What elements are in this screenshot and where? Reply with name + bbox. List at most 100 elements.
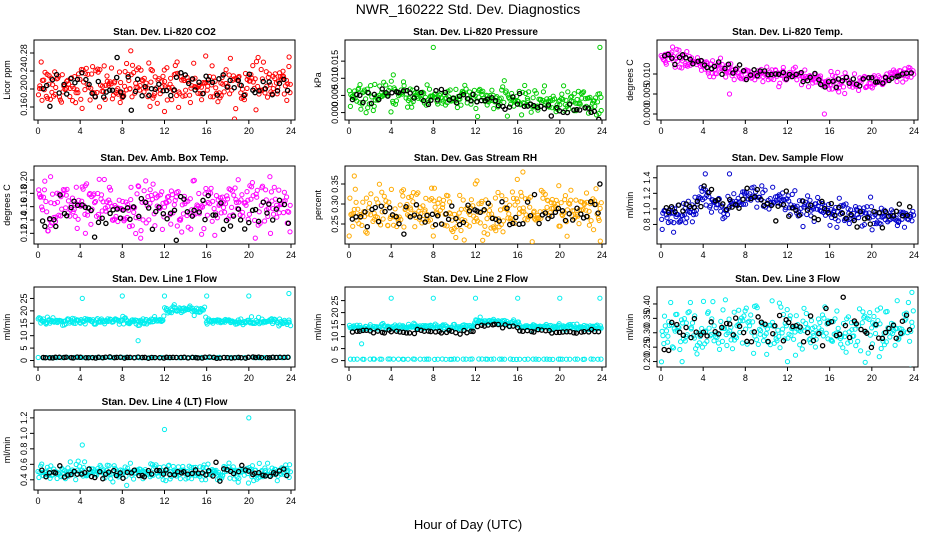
x-tick-label: 8 (743, 250, 748, 260)
data-point (39, 461, 45, 467)
data-point (808, 202, 814, 208)
data-point (100, 83, 106, 89)
data-point (117, 89, 124, 95)
data-point (499, 356, 505, 362)
data-point (506, 211, 512, 217)
data-point (869, 227, 875, 233)
data-point (99, 354, 106, 361)
data-point (102, 354, 109, 360)
data-point (136, 184, 142, 190)
data-point (730, 332, 737, 338)
data-point (160, 477, 166, 483)
data-point (122, 464, 128, 470)
data-point (152, 223, 158, 229)
data-point (764, 64, 770, 70)
data-point (109, 87, 116, 93)
data-point (152, 314, 158, 320)
x-tick-label: 24 (597, 373, 607, 383)
data-point (213, 193, 219, 199)
data-point (205, 468, 212, 474)
data-point (379, 356, 385, 362)
data-point (860, 309, 866, 315)
data-point (163, 467, 169, 473)
data-point (729, 346, 736, 352)
data-point (397, 329, 403, 335)
data-point (68, 75, 74, 82)
data-point (139, 93, 145, 99)
data-point (484, 96, 491, 102)
data-point (187, 99, 193, 106)
data-point (882, 74, 889, 81)
data-point (205, 192, 211, 199)
data-point (420, 203, 426, 209)
data-point (169, 97, 175, 103)
data-point (281, 201, 288, 208)
data-point (737, 318, 743, 324)
data-point (777, 193, 783, 199)
data-point (846, 334, 853, 341)
data-point (125, 71, 131, 78)
data-point (385, 356, 391, 362)
data-point (81, 469, 88, 476)
data-point (371, 103, 377, 109)
data-point (403, 204, 409, 210)
data-point (691, 335, 698, 341)
data-point (460, 219, 467, 226)
data-point (453, 215, 459, 222)
x-tick-label: 20 (244, 496, 254, 506)
data-point (503, 197, 509, 203)
data-point (708, 186, 715, 193)
x-tick-label: 16 (202, 496, 212, 506)
data-point (689, 320, 696, 326)
data-point (683, 324, 689, 331)
data-point (351, 173, 357, 179)
x-tick-label: 4 (78, 250, 83, 260)
data-point (254, 194, 260, 200)
data-point (107, 354, 113, 360)
data-point (169, 192, 175, 198)
data-point (744, 185, 750, 192)
data-point (741, 313, 747, 319)
data-point (669, 55, 675, 61)
data-point (740, 196, 746, 203)
data-point (137, 83, 143, 89)
plot-frame (656, 165, 919, 245)
data-point (175, 189, 181, 195)
data-point (160, 471, 167, 477)
data-point (794, 77, 800, 83)
data-point (241, 226, 248, 232)
data-point (202, 304, 208, 310)
data-point (669, 319, 675, 326)
data-point (57, 463, 63, 469)
data-point (125, 74, 131, 80)
data-point (855, 368, 859, 372)
data-point (510, 220, 516, 227)
data-point (843, 74, 850, 81)
data-point (359, 222, 365, 228)
data-point (285, 220, 292, 227)
data-point (559, 91, 565, 97)
data-point (482, 223, 488, 229)
y-tick-label: 25 (330, 296, 340, 306)
data-point (755, 314, 761, 320)
data-point (196, 79, 202, 85)
data-point (161, 426, 168, 433)
data-point (248, 314, 255, 320)
data-point (393, 328, 400, 334)
data-point (468, 98, 474, 104)
data-point (44, 95, 51, 101)
data-point (663, 204, 670, 211)
data-point (42, 178, 48, 184)
data-point (512, 202, 518, 208)
data-point (729, 204, 735, 210)
data-point (861, 222, 868, 228)
data-point (113, 472, 120, 479)
data-point (742, 308, 748, 314)
data-point (582, 105, 588, 111)
x-tick-label: 4 (78, 496, 83, 506)
data-point (406, 194, 412, 200)
x-tick-label: 0 (35, 126, 40, 136)
data-point (445, 216, 452, 223)
data-point (665, 333, 671, 339)
data-point (814, 206, 820, 212)
